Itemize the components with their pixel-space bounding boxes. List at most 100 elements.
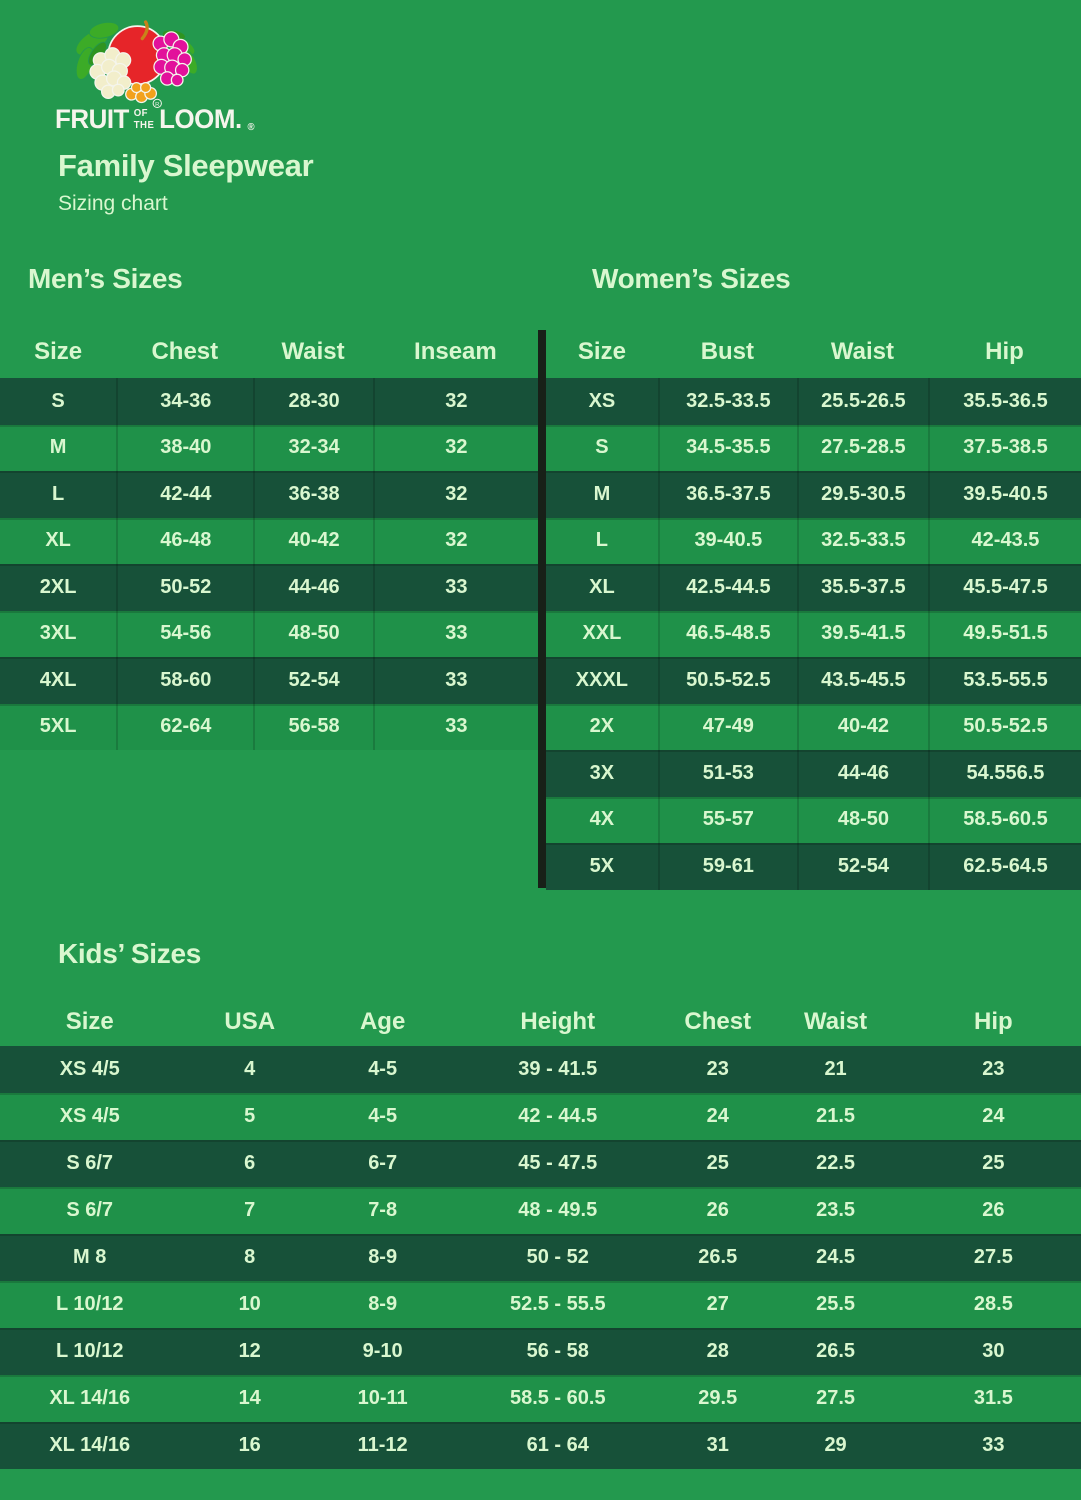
table-cell: 6 (244, 1152, 256, 1174)
table-cell: L 10/12 (55, 1293, 124, 1315)
column-header: Height (520, 1008, 596, 1035)
table-row: S 6/7 6 6-7 45 - 47.5 25 22.5 25 (0, 1140, 1081, 1187)
table-row: XL 42.5-44.5 35.5-37.5 45.5-47.5 (546, 564, 1081, 611)
table-cell: 38-40 (116, 424, 253, 471)
womens-sizes-heading: Women’s Sizes (592, 263, 791, 294)
table-cell: 52-54 (253, 657, 372, 704)
table-cell: 26.5 (816, 1340, 856, 1362)
table-cell: 3X (589, 761, 615, 784)
table-cell: 25.5 (816, 1293, 856, 1315)
table-cell: 28.5 (973, 1293, 1013, 1315)
page-title: Family Sleepwear (58, 148, 314, 183)
table-cell: XL 14/16 (49, 1434, 131, 1456)
table-cell: 42 - 44.5 (518, 1105, 598, 1127)
table-cell: 6-7 (368, 1152, 398, 1174)
column-header: Hip (985, 337, 1024, 365)
table-row: S 34.5-35.5 27.5-28.5 37.5-38.5 (546, 424, 1081, 471)
table-cell: XL 14/16 (49, 1387, 131, 1409)
table-cell: 25 (706, 1152, 729, 1174)
wordmark-of-the: OF THE (133, 107, 155, 131)
table-row: S 6/7 7 7-8 48 - 49.5 26 23.5 26 (0, 1187, 1081, 1234)
table-cell: 40-42 (253, 517, 372, 564)
table-row: XS 4/5 4 4-5 39 - 41.5 23 21 23 (0, 1046, 1081, 1093)
table-cell: 9-10 (362, 1340, 403, 1362)
table-row: XXL 46.5-48.5 39.5-41.5 49.5-51.5 (546, 610, 1081, 657)
table-cell: S 6/7 (66, 1152, 114, 1174)
table-cell: 31 (706, 1434, 729, 1456)
column-header: Size (65, 1008, 114, 1035)
table-cell: XL (589, 575, 615, 598)
table-row: XXXL 50.5-52.5 43.5-45.5 53.5-55.5 (546, 657, 1081, 704)
table-cell: 8 (244, 1246, 256, 1268)
table-cell: 52.5 - 55.5 (509, 1293, 606, 1315)
table-row: M 8 8 8-9 50 - 52 26.5 24.5 27.5 (0, 1234, 1081, 1281)
table-cell: 56-58 (253, 703, 372, 750)
wordmark-fruit: FRUIT (55, 104, 129, 134)
column-header: Inseam (414, 337, 497, 365)
table-cell: 36-38 (253, 471, 372, 518)
table-cell: 32 (372, 517, 538, 564)
brand-wordmark: FRUIT OF THE LOOM. ® (55, 106, 255, 133)
table-cell: 54.556.5 (927, 750, 1081, 797)
table-cell: 30 (982, 1340, 1005, 1362)
table-cell: 5 (244, 1105, 256, 1127)
column-header: Size (577, 337, 626, 365)
table-cell: 40-42 (796, 703, 928, 750)
table-cell: 21.5 (816, 1105, 856, 1127)
table-cell: 48 - 49.5 (518, 1199, 598, 1221)
table-cell: 25.5-26.5 (796, 378, 928, 425)
table-cell: M (49, 436, 67, 459)
mens-sizes-table: Size Chest Waist Inseam S 34-36 28-30 32 M 38-40 3… (0, 325, 538, 750)
table-row: XL 46-48 40-42 32 (0, 517, 538, 564)
table-cell: XS 4/5 (59, 1058, 120, 1080)
table-cell: 31.5 (973, 1387, 1013, 1409)
table-cell: 4 (244, 1058, 256, 1080)
table-cell: 26 (706, 1199, 729, 1221)
table-cell: 27.5 (973, 1246, 1013, 1268)
table-cell: 39 - 41.5 (518, 1058, 598, 1080)
table-cell: 27.5 (816, 1387, 856, 1409)
table-row: 5XL 62-64 56-58 33 (0, 703, 538, 750)
kids-sizes-heading: Kids’ Sizes (58, 938, 201, 969)
table-cell: 4XL (39, 668, 77, 691)
table-cell: 39.5-41.5 (796, 610, 928, 657)
table-cell: 22.5 (816, 1152, 856, 1174)
table-cell: 2XL (39, 575, 77, 598)
table-cell: 32 (372, 471, 538, 518)
table-cell: 39.5-40.5 (927, 471, 1081, 518)
table-cell: 53.5-55.5 (927, 657, 1081, 704)
table-cell: 46-48 (116, 517, 253, 564)
table-cell: 48-50 (796, 796, 928, 843)
table-header-row: Size Chest Waist Inseam (0, 325, 538, 378)
table-row: XL 14/16 16 11-12 61 - 64 31 29 33 (0, 1422, 1081, 1469)
table-cell: XS (588, 389, 616, 412)
column-header: Age (359, 1008, 406, 1035)
table-cell: 61 - 64 (526, 1434, 589, 1456)
table-cell: 7 (244, 1199, 256, 1221)
column-header: Waist (804, 1008, 868, 1035)
table-cell: 4-5 (368, 1105, 398, 1127)
table-row: XS 32.5-33.5 25.5-26.5 35.5-36.5 (546, 378, 1081, 425)
table-cell: 42-43.5 (927, 517, 1081, 564)
registered-mark: ® (247, 122, 255, 133)
column-header: Waist (830, 337, 894, 365)
table-cell: 51-53 (657, 750, 797, 797)
table-cell: 46.5-48.5 (657, 610, 797, 657)
table-cell: 32 (372, 424, 538, 471)
table-cell: 50.5-52.5 (927, 703, 1081, 750)
table-cell: XL (45, 529, 71, 552)
table-header-row: Size USA Age Height Chest Waist Hip (0, 998, 1081, 1046)
table-cell: 24 (982, 1105, 1005, 1127)
table-cell: 34-36 (116, 378, 253, 425)
table-cell: 42.5-44.5 (657, 564, 797, 611)
table-row: M 36.5-37.5 29.5-30.5 39.5-40.5 (546, 471, 1081, 518)
table-cell: 48-50 (253, 610, 372, 657)
table-cell: S (595, 436, 609, 459)
table-cell: 33 (372, 657, 538, 704)
table-row: L 39-40.5 32.5-33.5 42-43.5 (546, 517, 1081, 564)
table-cell: 12 (238, 1340, 261, 1362)
table-cell: 50-52 (116, 564, 253, 611)
column-header: Hip (974, 1008, 1013, 1035)
table-cell: 4X (589, 808, 615, 831)
mens-sizes-heading: Men’s Sizes (28, 263, 183, 294)
